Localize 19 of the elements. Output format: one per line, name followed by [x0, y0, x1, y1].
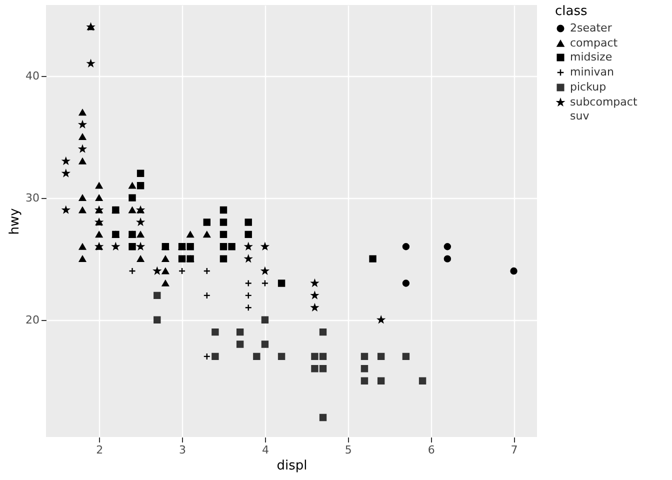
x-tick-label: 6 — [428, 444, 435, 456]
x-tick-label: 7 — [510, 444, 518, 456]
legend-label: minivan — [570, 66, 614, 78]
x-axis-title: displ — [276, 458, 308, 474]
x-tick-label: 2 — [96, 444, 104, 456]
legend-label: midsize — [570, 50, 612, 64]
y-axis-title: hwy — [8, 208, 23, 235]
text: suv — [570, 110, 590, 122]
x-tick-label: 4 — [262, 444, 269, 456]
x-tick-label: 5 — [344, 444, 352, 456]
legend-label: 2seater — [570, 22, 612, 34]
legend-label: pickup — [570, 80, 606, 94]
y-tick-label: 20 — [26, 313, 40, 326]
legend-title: class — [555, 4, 588, 19]
x-tick-label: 3 — [179, 444, 186, 456]
y-tick-label: 40 — [26, 69, 40, 82]
legend-label: subcompact — [570, 96, 638, 108]
y-tick-label: 30 — [26, 191, 40, 204]
legend-label: compact — [570, 36, 618, 50]
